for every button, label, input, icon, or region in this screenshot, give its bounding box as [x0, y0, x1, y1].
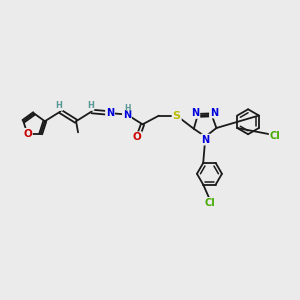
Text: N: N: [106, 108, 114, 118]
Text: O: O: [23, 129, 32, 139]
Text: H: H: [56, 101, 62, 110]
Text: N: N: [201, 135, 209, 145]
Text: Cl: Cl: [204, 198, 215, 208]
Text: O: O: [133, 132, 142, 142]
Text: N: N: [191, 108, 200, 118]
Text: H: H: [124, 103, 131, 112]
Text: Cl: Cl: [270, 131, 280, 141]
Text: N: N: [210, 107, 218, 118]
Text: N: N: [123, 110, 131, 120]
Text: H: H: [87, 101, 94, 110]
Text: S: S: [173, 111, 181, 121]
